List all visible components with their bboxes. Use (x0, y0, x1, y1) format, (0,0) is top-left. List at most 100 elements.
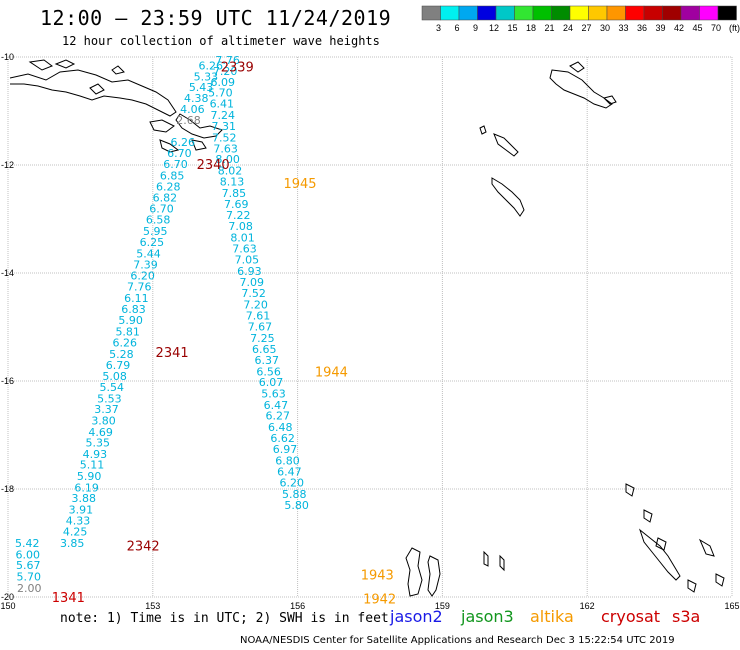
wave-height-label: 6.20 (280, 477, 305, 490)
colorbar-swatch (699, 5, 719, 21)
lat-tick-label: -18 (1, 484, 14, 494)
wave-height-label: 7.52 (212, 131, 237, 144)
coastline-outline (493, 133, 519, 157)
wave-height-label: 7.76 (215, 54, 240, 67)
track-time-label: 1943 (361, 568, 394, 583)
colorbar-label: 39 (655, 23, 665, 33)
wave-height-label: 7.85 (222, 187, 247, 200)
wave-height-label: 5.28 (109, 348, 134, 361)
wave-height-label: 6.85 (160, 169, 185, 182)
colorbar-swatch (421, 5, 441, 21)
colorbar-label: 18 (526, 23, 536, 33)
colorbar-swatch (551, 5, 571, 21)
colorbar-label: 42 (674, 23, 684, 33)
wave-height-label: 6.26 (198, 60, 223, 73)
coastline-outline (28, 59, 54, 71)
track-time-label: 2342 (127, 540, 160, 555)
wave-height-label: 6.58 (146, 214, 171, 227)
wave-height-label: 7.20 (243, 298, 268, 311)
wave-height-label: 5.35 (86, 437, 111, 450)
wave-height-label: 6.37 (254, 354, 279, 367)
coastline-outline (549, 69, 613, 109)
wave-height-label: 4.93 (83, 448, 108, 461)
colorbar-label: 9 (473, 23, 478, 33)
wave-height-label: 5.81 (115, 325, 140, 338)
wave-height-label: 6.07 (259, 376, 284, 389)
colorbar-swatch (458, 5, 478, 21)
wave-height-label: 6.41 (210, 97, 235, 110)
wave-height-label: 5.54 (100, 381, 125, 394)
wave-height-label: 7.24 (211, 109, 236, 122)
colorbar-swatch (717, 5, 737, 21)
colorbar-label: 15 (507, 23, 517, 33)
lat-lon-grid (7, 56, 733, 598)
coastline-outline (427, 555, 441, 597)
coastline-outline (483, 550, 489, 567)
wave-height-label: 3.37 (94, 403, 119, 416)
coastline-outline (491, 177, 525, 217)
footer-credit: NOAA/NESDIS Center for Satellite Applica… (240, 635, 675, 646)
wave-height-label: 8.13 (220, 176, 245, 189)
wave-height-label: 7.05 (235, 254, 260, 267)
wave-height-label: 8.02 (218, 164, 243, 177)
colorbar-label: 70 (711, 23, 721, 33)
wave-height-label: 5.70 (17, 570, 42, 583)
wave-height-label: 8.01 (230, 231, 255, 244)
coastline-outline (159, 139, 180, 153)
lon-tick-label: 165 (724, 601, 739, 611)
wave-height-label: 6.20 (130, 270, 155, 283)
wave-height-label: 6.70 (149, 203, 174, 216)
wave-height-label: 7.39 (133, 258, 158, 271)
lat-tick-label: -12 (1, 160, 14, 170)
wave-height-label: 6.19 (74, 481, 99, 494)
wave-height-label: 5.80 (284, 499, 309, 512)
colorbar-label: 33 (618, 23, 628, 33)
colorbar-label: 27 (581, 23, 591, 33)
wave-height-label: 6.00 (16, 548, 41, 561)
axis-tick-labels: 150 153 156 159 162 165 -10 -12 -14 -16 -18 -20 (0, 52, 739, 611)
wave-height-label: 6.62 (270, 432, 295, 445)
lat-tick-label: -10 (1, 52, 14, 62)
wave-height-label: 6.28 (156, 181, 181, 194)
coastline-outline (89, 83, 105, 95)
wave-height-label: 7.63 (213, 142, 238, 155)
wave-height-label: 2.68 (176, 114, 201, 127)
coastline-outline (603, 95, 617, 105)
wave-height-label: 6.11 (124, 292, 149, 305)
wave-height-colorbar: 3 6 9 12 15 18 21 24 27 30 33 36 39 42 45 70 (ft) (421, 5, 740, 33)
coastline-outline (111, 65, 125, 75)
colorbar-swatch (662, 5, 682, 21)
track-time-label: 1942 (363, 593, 396, 608)
wave-height-label: 7.25 (250, 332, 275, 345)
colorbar-label: 30 (600, 23, 610, 33)
wave-height-label: 4.06 (180, 103, 205, 116)
coastline-outline (405, 547, 423, 597)
wave-height-label: 3.88 (72, 492, 97, 505)
colorbar-swatch (643, 5, 663, 21)
wave-height-label: 7.76 (127, 281, 152, 294)
wave-height-label: 6.70 (167, 147, 192, 160)
wave-height-label: 5.67 (16, 559, 41, 572)
wave-height-label: 5.08 (102, 370, 127, 383)
wave-height-values: 6.265.335.434.384.062.686.266.706.706.85… (15, 54, 309, 595)
lon-tick-label: 150 (0, 601, 15, 611)
colorbar-swatch (495, 5, 515, 21)
colorbar-label: 45 (692, 23, 702, 33)
wave-height-label: 6.97 (273, 443, 298, 456)
wave-height-label: 6.70 (163, 158, 188, 171)
wave-height-label: 5.70 (208, 87, 233, 100)
track-time-label: 1944 (315, 365, 348, 380)
wave-height-label: 6.56 (256, 365, 281, 378)
colorbar-label: (ft) (729, 23, 740, 33)
colorbar-swatch (625, 5, 645, 21)
wave-height-label: 7.08 (228, 220, 253, 233)
wave-height-label: 5.53 (97, 392, 122, 405)
wave-height-label: 7.69 (224, 198, 249, 211)
coastline-outline (698, 538, 715, 557)
track-time-label: 2340 (197, 158, 230, 173)
coastline-outline (625, 483, 635, 497)
wave-height-label: 5.11 (80, 459, 105, 472)
lat-tick-label: -20 (1, 592, 14, 602)
track-time-label: 2339 (221, 61, 254, 76)
wave-height-label: 7.09 (239, 276, 264, 289)
